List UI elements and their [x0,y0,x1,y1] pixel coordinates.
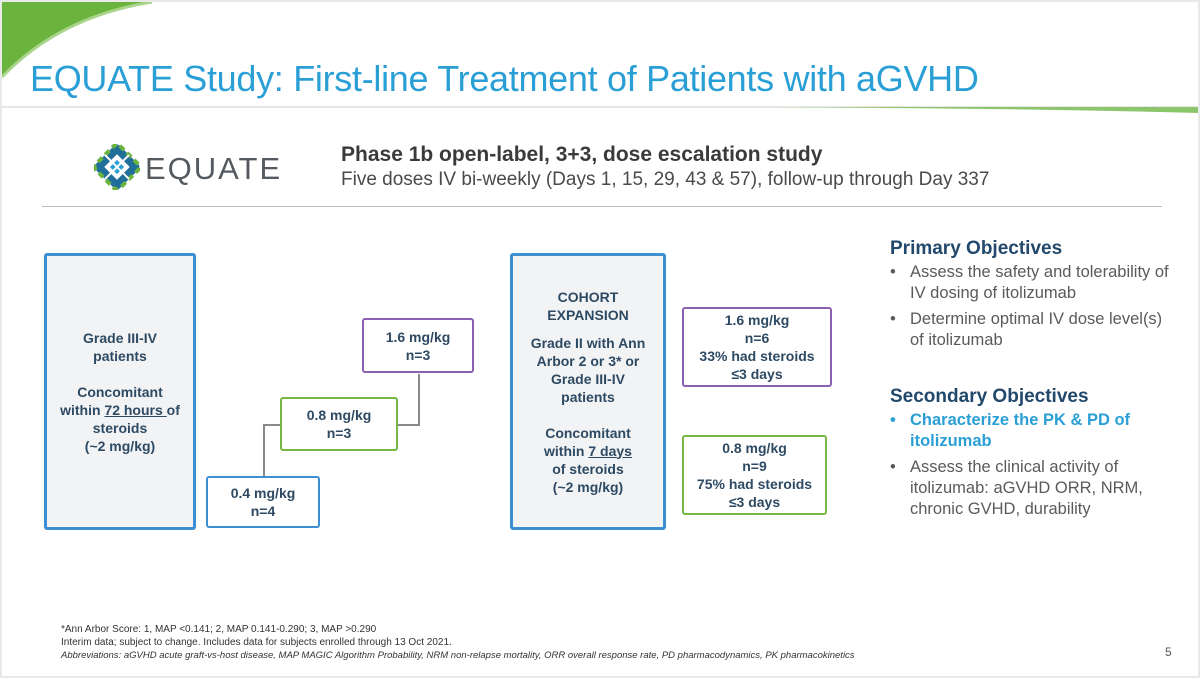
section-divider [42,206,1162,207]
dosing-schedule-text: Five doses IV bi-weekly (Days 1, 15, 29,… [341,169,990,190]
cohort-criteria: Arbor 2 or 3* or [536,352,640,369]
concomitant-label: Concomitant [77,383,163,400]
steroids-label: steroids [92,419,148,436]
corner-swoosh-graphic [2,2,152,79]
cohort-size: n=6 [744,330,770,346]
window-duration: 72 hours [104,401,167,418]
list-item: Assess the clinical activity of itolizum… [876,457,1176,520]
dose-step-0.8: 0.8 mg/kg n=3 [280,397,398,451]
cohort-heading: COHORT [557,288,619,305]
cohort-criteria: patients [561,388,615,405]
slide-title: EQUATE Study: First-line Treatment of Pa… [30,58,979,99]
secondary-objectives-heading: Secondary Objectives [890,386,1089,407]
dose-label: 0.4 mg/kg [230,485,296,501]
steroid-days: ≤3 days [731,366,783,382]
study-design-heading: Phase 1b open-label, 3+3, dose escalatio… [341,143,823,166]
steroids-label: of steroids [552,460,624,477]
dose-step-1.6: 1.6 mg/kg n=3 [362,318,474,373]
steroid-percent: 75% had steroids [696,476,813,492]
cohort-size: n=4 [250,503,276,519]
list-item: Assess the safety and tolerability of IV… [876,262,1176,304]
footnote-interim: Interim data; subject to change. Include… [61,637,452,648]
cohort-size: n=3 [405,346,431,363]
dose-escalation-population-panel: Grade III-IV patients Concomitant within… [44,253,196,530]
footnote-ann-arbor: *Ann Arbor Score: 1, MAP <0.141; 2, MAP … [61,624,377,635]
step-connector [398,424,420,426]
list-item: Characterize the PK & PD of itolizumab [876,410,1176,452]
dose-label: 1.6 mg/kg [724,312,790,328]
dose-step-0.4: 0.4 mg/kg n=4 [206,476,320,528]
dose-label: 1.6 mg/kg [385,328,451,345]
window-duration: 7 days [588,442,632,459]
title-divider [2,106,1198,113]
steroid-dose: (~2 mg/kg) [84,437,156,454]
steroid-dose: (~2 mg/kg) [552,478,624,495]
primary-objectives-list: Assess the safety and tolerability of IV… [876,262,1176,356]
steroid-days: ≤3 days [728,494,781,510]
secondary-objectives-list: Characterize the PK & PD of itolizumab A… [876,410,1176,525]
population-label: patients [93,347,147,364]
cohort-size: n=3 [326,425,352,441]
concomitant-label: Concomitant [545,424,631,441]
primary-objectives-heading: Primary Objectives [890,238,1063,259]
list-item: Determine optimal IV dose level(s) of it… [876,309,1176,351]
window-suffix: of [166,401,180,418]
cohort-size: n=9 [742,458,767,474]
cohort-heading-2: EXPANSION [547,306,629,323]
population-grade: Grade III-IV [83,329,157,346]
window-prefix: within [544,442,589,459]
steroid-percent: 33% had steroids [699,348,815,364]
concomitant-window: within 7 days [544,442,632,460]
cohort-criteria: Grade III-IV [551,370,625,387]
cohort-criteria: Grade II with Ann [530,334,646,351]
equate-logo-icon [94,144,140,190]
step-connector [418,374,420,426]
step-connector [263,424,280,426]
footnote-abbreviations: Abbreviations: aGVHD acute graft-vs-host… [61,650,855,661]
dose-label: 0.8 mg/kg [306,407,372,423]
concomitant-window: within 72 hours of [60,401,180,419]
expansion-result-0.8: 0.8 mg/kg n=9 75% had steroids ≤3 days [682,435,827,515]
page-number: 5 [1165,645,1172,659]
window-prefix: within [60,401,105,418]
dose-label: 0.8 mg/kg [722,440,787,456]
cohort-expansion-panel: COHORT EXPANSION Grade II with Ann Arbor… [510,253,666,530]
step-connector [263,424,265,477]
expansion-result-1.6: 1.6 mg/kg n=6 33% had steroids ≤3 days [682,307,832,387]
logo-wordmark: EQUATE [145,151,283,186]
